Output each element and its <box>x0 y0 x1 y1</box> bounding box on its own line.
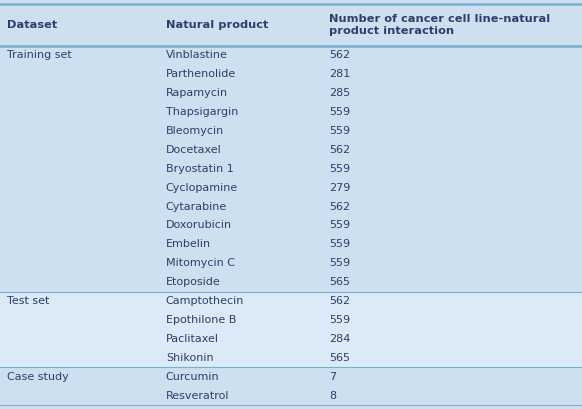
Text: 565: 565 <box>329 277 350 287</box>
Text: Number of cancer cell line-natural
product interaction: Number of cancer cell line-natural produ… <box>329 13 550 36</box>
Bar <box>0 46 582 65</box>
Bar <box>0 367 582 386</box>
Text: 279: 279 <box>329 183 350 193</box>
Bar <box>0 254 582 273</box>
Bar <box>0 84 582 103</box>
Text: Case study: Case study <box>7 372 69 382</box>
Text: Natural product: Natural product <box>166 20 268 30</box>
Bar <box>0 292 582 310</box>
Text: Training set: Training set <box>7 50 72 61</box>
Text: 559: 559 <box>329 239 350 249</box>
Text: 565: 565 <box>329 353 350 363</box>
Text: Epothilone B: Epothilone B <box>166 315 236 325</box>
Text: 559: 559 <box>329 258 350 268</box>
Text: 562: 562 <box>329 145 350 155</box>
Text: Dataset: Dataset <box>7 20 57 30</box>
Bar <box>0 197 582 216</box>
Text: Doxorubicin: Doxorubicin <box>166 220 232 231</box>
Text: Embelin: Embelin <box>166 239 211 249</box>
Text: Curcumin: Curcumin <box>166 372 219 382</box>
Text: 285: 285 <box>329 88 350 98</box>
Bar <box>0 386 582 405</box>
Bar <box>0 103 582 121</box>
Text: Shikonin: Shikonin <box>166 353 214 363</box>
Text: Test set: Test set <box>7 296 49 306</box>
Text: Thapsigargin: Thapsigargin <box>166 107 238 117</box>
Text: Cytarabine: Cytarabine <box>166 202 227 211</box>
Text: 281: 281 <box>329 70 350 79</box>
Text: 8: 8 <box>329 391 336 400</box>
Bar <box>0 235 582 254</box>
Bar <box>0 273 582 292</box>
Text: Bryostatin 1: Bryostatin 1 <box>166 164 233 174</box>
Text: 284: 284 <box>329 334 350 344</box>
Text: Mitomycin C: Mitomycin C <box>166 258 235 268</box>
Bar <box>0 329 582 348</box>
Text: 562: 562 <box>329 202 350 211</box>
Text: Parthenolide: Parthenolide <box>166 70 236 79</box>
Text: 559: 559 <box>329 126 350 136</box>
Bar <box>0 121 582 140</box>
Text: 7: 7 <box>329 372 336 382</box>
Text: Rapamycin: Rapamycin <box>166 88 228 98</box>
Text: Vinblastine: Vinblastine <box>166 50 228 61</box>
Bar <box>0 310 582 329</box>
Text: Cyclopamine: Cyclopamine <box>166 183 238 193</box>
Text: 559: 559 <box>329 220 350 231</box>
Text: Camptothecin: Camptothecin <box>166 296 244 306</box>
Bar <box>0 4 582 46</box>
Text: 559: 559 <box>329 315 350 325</box>
Text: Bleomycin: Bleomycin <box>166 126 224 136</box>
Bar <box>0 178 582 197</box>
Text: 562: 562 <box>329 50 350 61</box>
Bar <box>0 348 582 367</box>
Bar <box>0 65 582 84</box>
Bar <box>0 160 582 178</box>
Text: 559: 559 <box>329 164 350 174</box>
Text: Docetaxel: Docetaxel <box>166 145 222 155</box>
Text: Etoposide: Etoposide <box>166 277 221 287</box>
Bar <box>0 140 582 160</box>
Bar <box>0 216 582 235</box>
Text: Paclitaxel: Paclitaxel <box>166 334 219 344</box>
Text: 562: 562 <box>329 296 350 306</box>
Text: 559: 559 <box>329 107 350 117</box>
Text: Resveratrol: Resveratrol <box>166 391 229 400</box>
